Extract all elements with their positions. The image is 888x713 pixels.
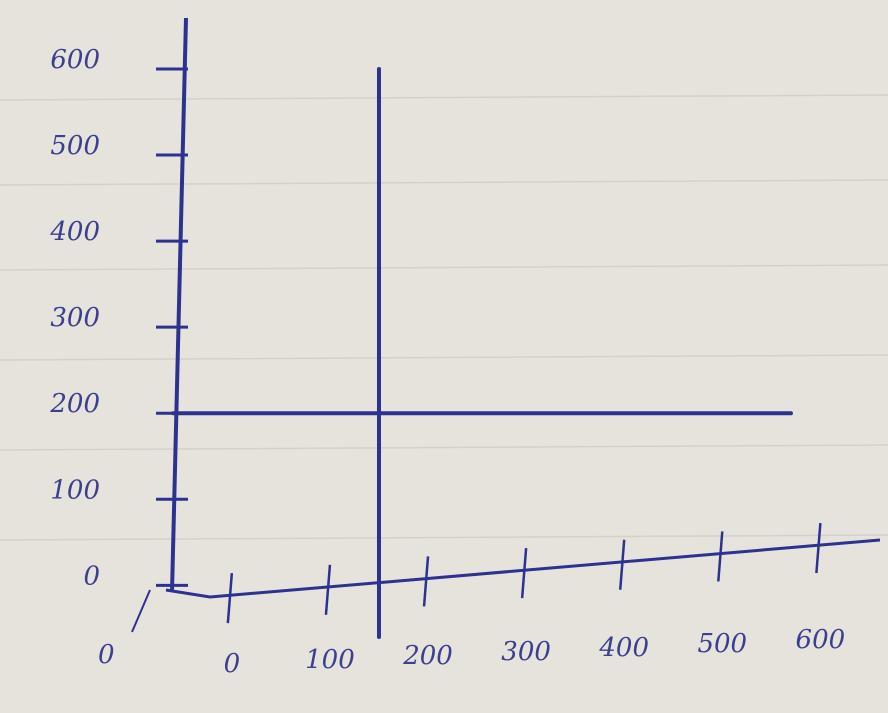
y-tick-label: 500: [50, 131, 100, 161]
paper-rules: [0, 94, 888, 541]
x-tick-label: 400: [598, 633, 649, 663]
y-tick-label: 300: [50, 303, 100, 333]
x-tick: [226, 573, 234, 624]
y-tick-label: 200: [49, 389, 100, 419]
y-tick-label: 0: [83, 561, 100, 591]
x-tick: [717, 531, 724, 582]
x-tick: [422, 556, 430, 607]
x-tick-label: 500: [697, 629, 747, 659]
x-tick-label: 100: [305, 645, 355, 675]
x-tick-label: 600: [796, 625, 846, 655]
y-axis: [170, 17, 188, 593]
y-tick-label: 400: [49, 217, 100, 247]
x-tick: [520, 548, 528, 599]
y-tick-label: 600: [50, 45, 100, 75]
x-tick: [815, 522, 822, 574]
x-axis: [165, 538, 881, 599]
x-tick-label: 0: [224, 649, 241, 679]
origin-stroke: [131, 589, 151, 633]
x-tick: [324, 564, 332, 615]
origin-label: 0: [98, 640, 115, 670]
y-tick-label: 100: [50, 475, 100, 505]
x-tick-label: 200: [402, 641, 453, 671]
x-tick: [618, 539, 626, 590]
x-tick-label: 300: [501, 637, 551, 667]
